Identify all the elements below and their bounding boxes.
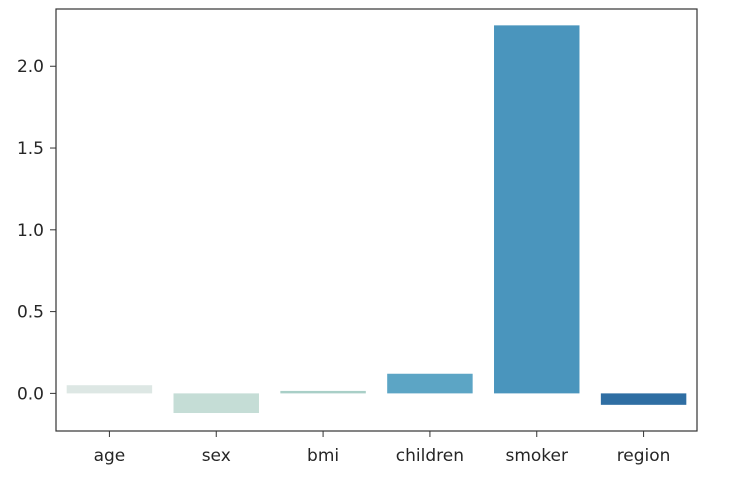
x-axis: age sex bmi children smoker region (94, 431, 671, 466)
bar-children (387, 373, 473, 394)
x-tick-label-smoker: smoker (505, 446, 568, 466)
bar-sex (173, 393, 259, 414)
bars-group (66, 25, 687, 414)
y-tick-label: 0.0 (17, 384, 44, 404)
bar-bmi (280, 390, 366, 394)
x-tick-label-age: age (94, 446, 126, 466)
y-tick-label: 1.0 (17, 221, 44, 241)
y-axis: 0.0 0.5 1.0 1.5 2.0 (17, 57, 56, 404)
x-tick-label-region: region (617, 446, 671, 466)
bar-region (600, 393, 687, 405)
y-tick-label: 0.5 (17, 303, 44, 323)
x-tick-label-children: children (396, 446, 464, 466)
y-tick-label: 1.5 (17, 139, 44, 159)
y-tick-label: 2.0 (17, 57, 44, 77)
bar-age (66, 385, 153, 394)
plot-area (55, 8, 698, 432)
x-tick-label-bmi: bmi (307, 446, 339, 466)
x-tick-label-sex: sex (202, 446, 231, 466)
bar-smoker (494, 25, 580, 394)
